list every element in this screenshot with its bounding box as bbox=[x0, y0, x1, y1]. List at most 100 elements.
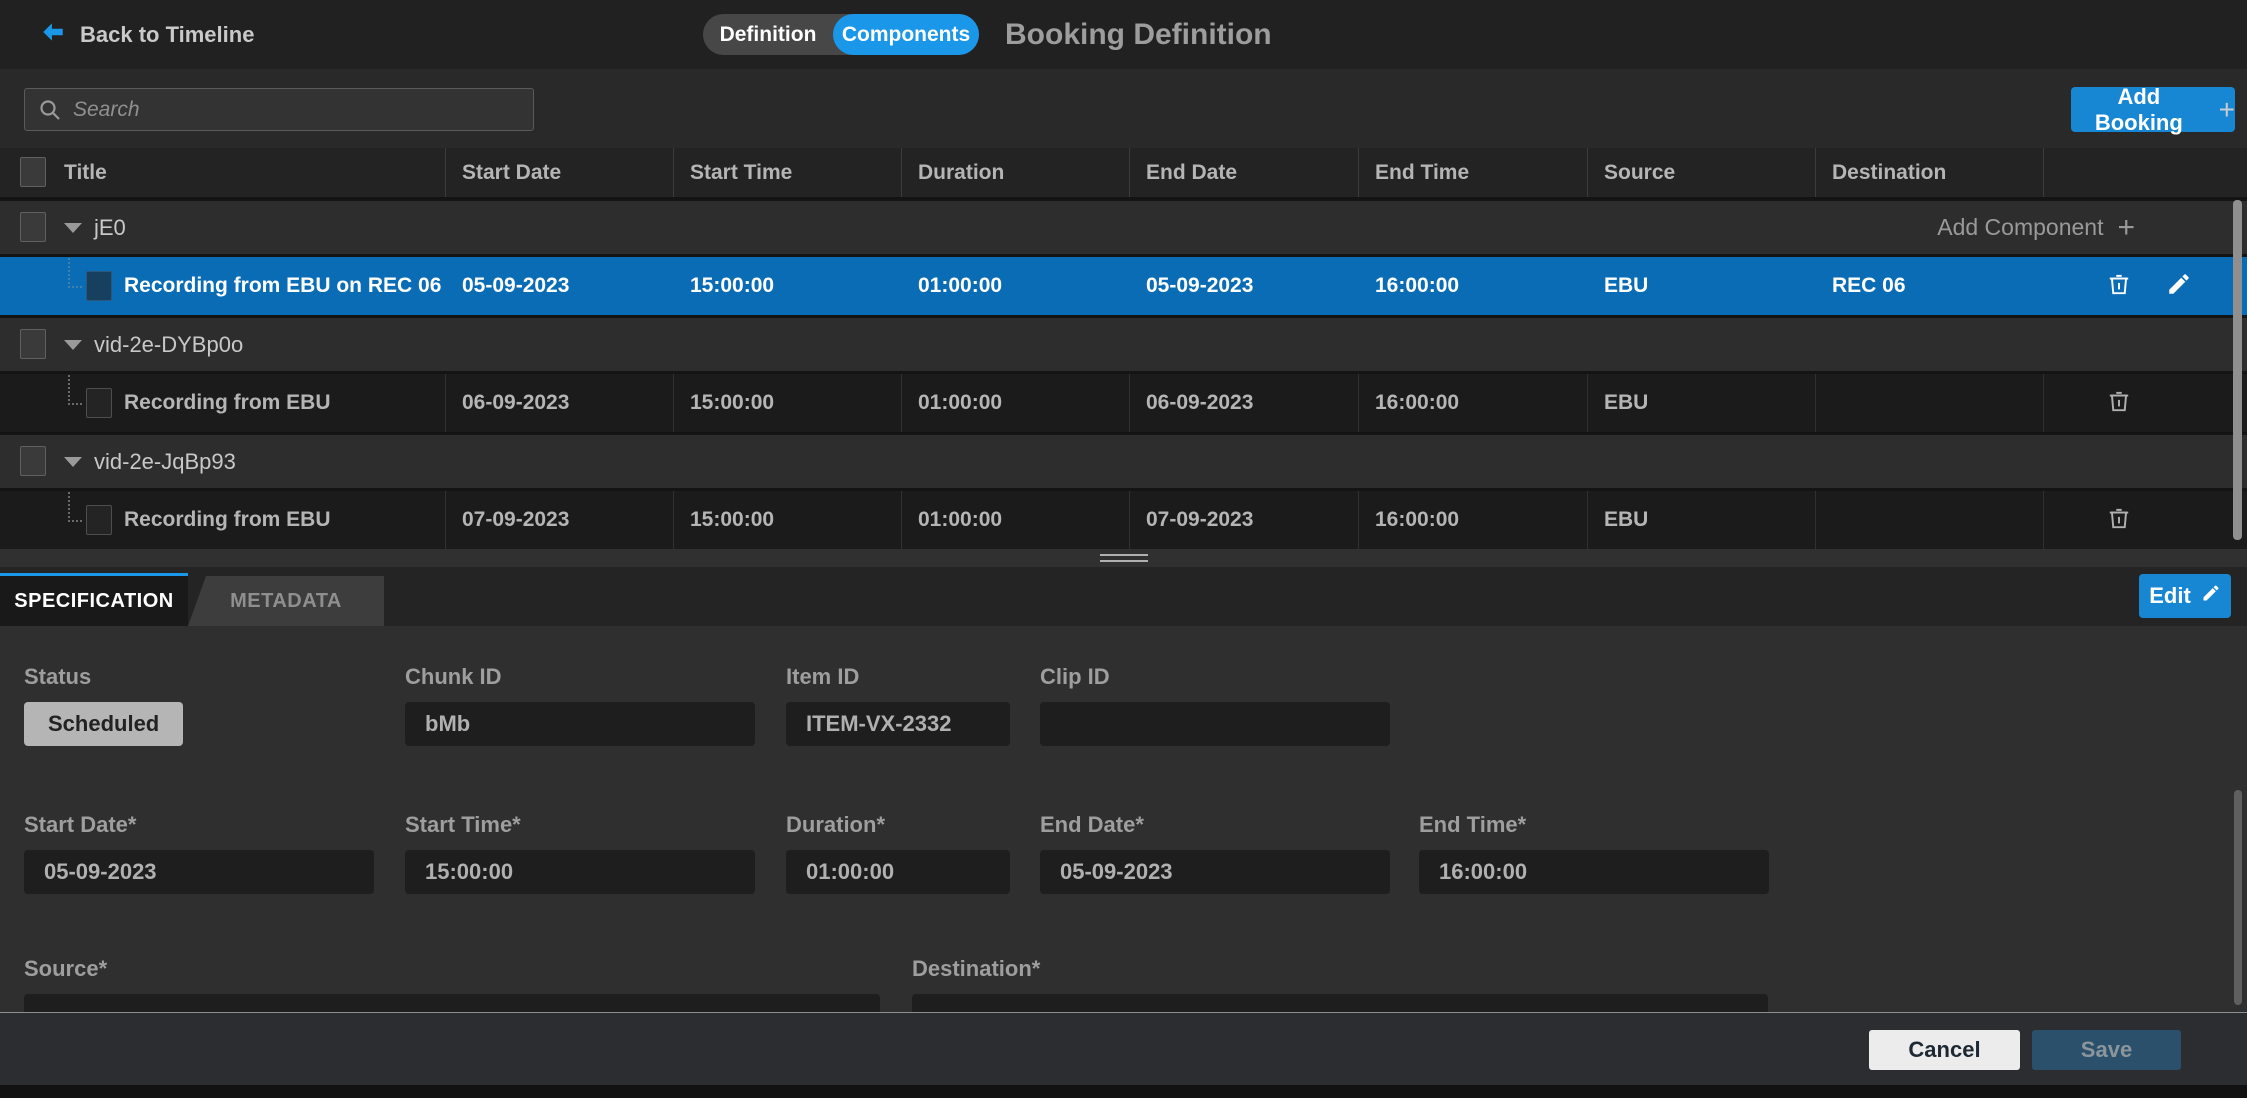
end-date-field: End Date* bbox=[1040, 812, 1390, 894]
item-id-input[interactable] bbox=[786, 702, 1010, 746]
destination-field: Destination* bbox=[912, 956, 1768, 1012]
search-input[interactable] bbox=[73, 89, 523, 130]
footer-bar: Cancel Save bbox=[0, 1012, 2247, 1085]
start-time-field: Start Time* bbox=[405, 812, 755, 894]
component-row[interactable]: Recording from EBU on REC 06 05-09-2023 … bbox=[0, 257, 2247, 315]
select-all-checkbox[interactable] bbox=[20, 157, 46, 187]
page-title: Booking Definition bbox=[1005, 0, 1272, 69]
specification-panel: Status Scheduled Chunk ID Item ID Clip I… bbox=[0, 626, 2247, 1012]
destination-label: Destination* bbox=[912, 956, 1768, 982]
cell-duration: 01:00:00 bbox=[901, 257, 1129, 315]
add-booking-button[interactable]: Add Booking + bbox=[2071, 87, 2235, 132]
pencil-icon bbox=[2201, 583, 2221, 609]
tab-specification[interactable]: SPECIFICATION bbox=[0, 573, 188, 626]
cell-destination bbox=[1815, 374, 2043, 432]
start-time-input[interactable] bbox=[405, 850, 755, 894]
source-label: Source* bbox=[24, 956, 880, 982]
group-title: vid-2e-JqBp93 bbox=[94, 435, 236, 488]
grip-icon bbox=[1100, 554, 1148, 562]
chevron-down-icon[interactable] bbox=[64, 223, 82, 233]
back-label: Back to Timeline bbox=[80, 22, 254, 48]
table-header: Title Start Date Start Time Duration End… bbox=[0, 148, 2247, 197]
header-start-time: Start Time bbox=[673, 148, 901, 197]
cell-duration: 01:00:00 bbox=[901, 491, 1129, 549]
component-row[interactable]: Recording from EBU 07-09-2023 15:00:00 0… bbox=[0, 491, 2247, 549]
component-title: Recording from EBU bbox=[124, 391, 331, 414]
tree-connector bbox=[68, 374, 82, 405]
row-checkbox[interactable] bbox=[86, 505, 112, 535]
end-date-label: End Date* bbox=[1040, 812, 1390, 838]
table-scrollbar[interactable] bbox=[2233, 200, 2242, 540]
clip-id-field: Clip ID bbox=[1040, 664, 1390, 746]
cell-end-date: 06-09-2023 bbox=[1129, 374, 1358, 432]
status-badge: Scheduled bbox=[24, 702, 183, 746]
header-destination: Destination bbox=[1815, 148, 2043, 197]
item-id-label: Item ID bbox=[786, 664, 1010, 690]
chunk-id-label: Chunk ID bbox=[405, 664, 755, 690]
row-checkbox[interactable] bbox=[86, 388, 112, 418]
toggle-components[interactable]: Components bbox=[833, 14, 979, 55]
group-title: jE0 bbox=[94, 201, 126, 254]
panel-tab-bar: SPECIFICATION METADATA Edit bbox=[0, 567, 2247, 626]
edit-button[interactable]: Edit bbox=[2139, 574, 2231, 618]
bottom-strip bbox=[0, 1085, 2247, 1098]
save-button[interactable]: Save bbox=[2032, 1030, 2181, 1070]
booking-app: Back to Timeline Definition Components B… bbox=[0, 0, 2247, 1098]
cancel-button[interactable]: Cancel bbox=[1869, 1030, 2020, 1070]
cell-source: EBU bbox=[1587, 257, 1815, 315]
header-duration: Duration bbox=[901, 148, 1129, 197]
status-field: Status Scheduled bbox=[24, 664, 183, 746]
add-component-button[interactable]: Add Component + bbox=[1937, 201, 2135, 254]
add-component-label: Add Component bbox=[1937, 214, 2103, 241]
chevron-down-icon[interactable] bbox=[64, 340, 82, 350]
tab-metadata[interactable]: METADATA bbox=[188, 576, 384, 626]
delete-icon[interactable] bbox=[2106, 388, 2132, 419]
panel-scrollbar[interactable] bbox=[2234, 790, 2242, 1005]
clip-id-label: Clip ID bbox=[1040, 664, 1390, 690]
booking-group-row[interactable]: vid-2e-DYBp0o bbox=[0, 318, 2247, 371]
chunk-id-field: Chunk ID bbox=[405, 664, 755, 746]
panel-resize-handle[interactable] bbox=[0, 549, 2247, 567]
view-toggle: Definition Components bbox=[703, 14, 979, 55]
cell-start-date: 07-09-2023 bbox=[445, 491, 673, 549]
destination-input[interactable] bbox=[912, 994, 1768, 1012]
group-checkbox[interactable] bbox=[20, 212, 46, 242]
source-input[interactable] bbox=[24, 994, 880, 1012]
row-checkbox[interactable] bbox=[86, 271, 112, 301]
edit-icon[interactable] bbox=[2166, 271, 2192, 302]
delete-icon[interactable] bbox=[2106, 505, 2132, 536]
header-start-date: Start Date bbox=[445, 148, 673, 197]
component-row[interactable]: Recording from EBU 06-09-2023 15:00:00 0… bbox=[0, 374, 2247, 432]
cell-destination: REC 06 bbox=[1815, 257, 2043, 315]
duration-input[interactable] bbox=[786, 850, 1010, 894]
end-time-input[interactable] bbox=[1419, 850, 1769, 894]
cell-source: EBU bbox=[1587, 374, 1815, 432]
duration-field: Duration* bbox=[786, 812, 1010, 894]
group-title: vid-2e-DYBp0o bbox=[94, 318, 243, 371]
chevron-down-icon[interactable] bbox=[64, 457, 82, 467]
booking-group-row[interactable]: jE0 Add Component + bbox=[0, 201, 2247, 254]
top-bar: Back to Timeline Definition Components B… bbox=[0, 0, 2247, 69]
cell-start-time: 15:00:00 bbox=[673, 257, 901, 315]
group-checkbox[interactable] bbox=[20, 446, 46, 476]
table-body: jE0 Add Component + Recording from EBU o… bbox=[0, 197, 2247, 552]
duration-label: Duration* bbox=[786, 812, 1010, 838]
booking-group-row[interactable]: vid-2e-JqBp93 bbox=[0, 435, 2247, 488]
end-time-label: End Time* bbox=[1419, 812, 1769, 838]
search-box bbox=[24, 88, 534, 131]
end-date-input[interactable] bbox=[1040, 850, 1390, 894]
plus-icon: + bbox=[2117, 213, 2135, 243]
cell-end-time: 16:00:00 bbox=[1358, 491, 1587, 549]
cell-start-time: 15:00:00 bbox=[673, 491, 901, 549]
item-id-field: Item ID bbox=[786, 664, 1010, 746]
start-date-input[interactable] bbox=[24, 850, 374, 894]
clip-id-input[interactable] bbox=[1040, 702, 1390, 746]
toggle-definition[interactable]: Definition bbox=[703, 14, 833, 55]
back-to-timeline-button[interactable]: Back to Timeline bbox=[40, 0, 254, 69]
cell-end-time: 16:00:00 bbox=[1358, 374, 1587, 432]
delete-icon[interactable] bbox=[2106, 271, 2132, 302]
chunk-id-input[interactable] bbox=[405, 702, 755, 746]
tree-connector bbox=[68, 491, 82, 522]
end-time-field: End Time* bbox=[1419, 812, 1769, 894]
group-checkbox[interactable] bbox=[20, 329, 46, 359]
